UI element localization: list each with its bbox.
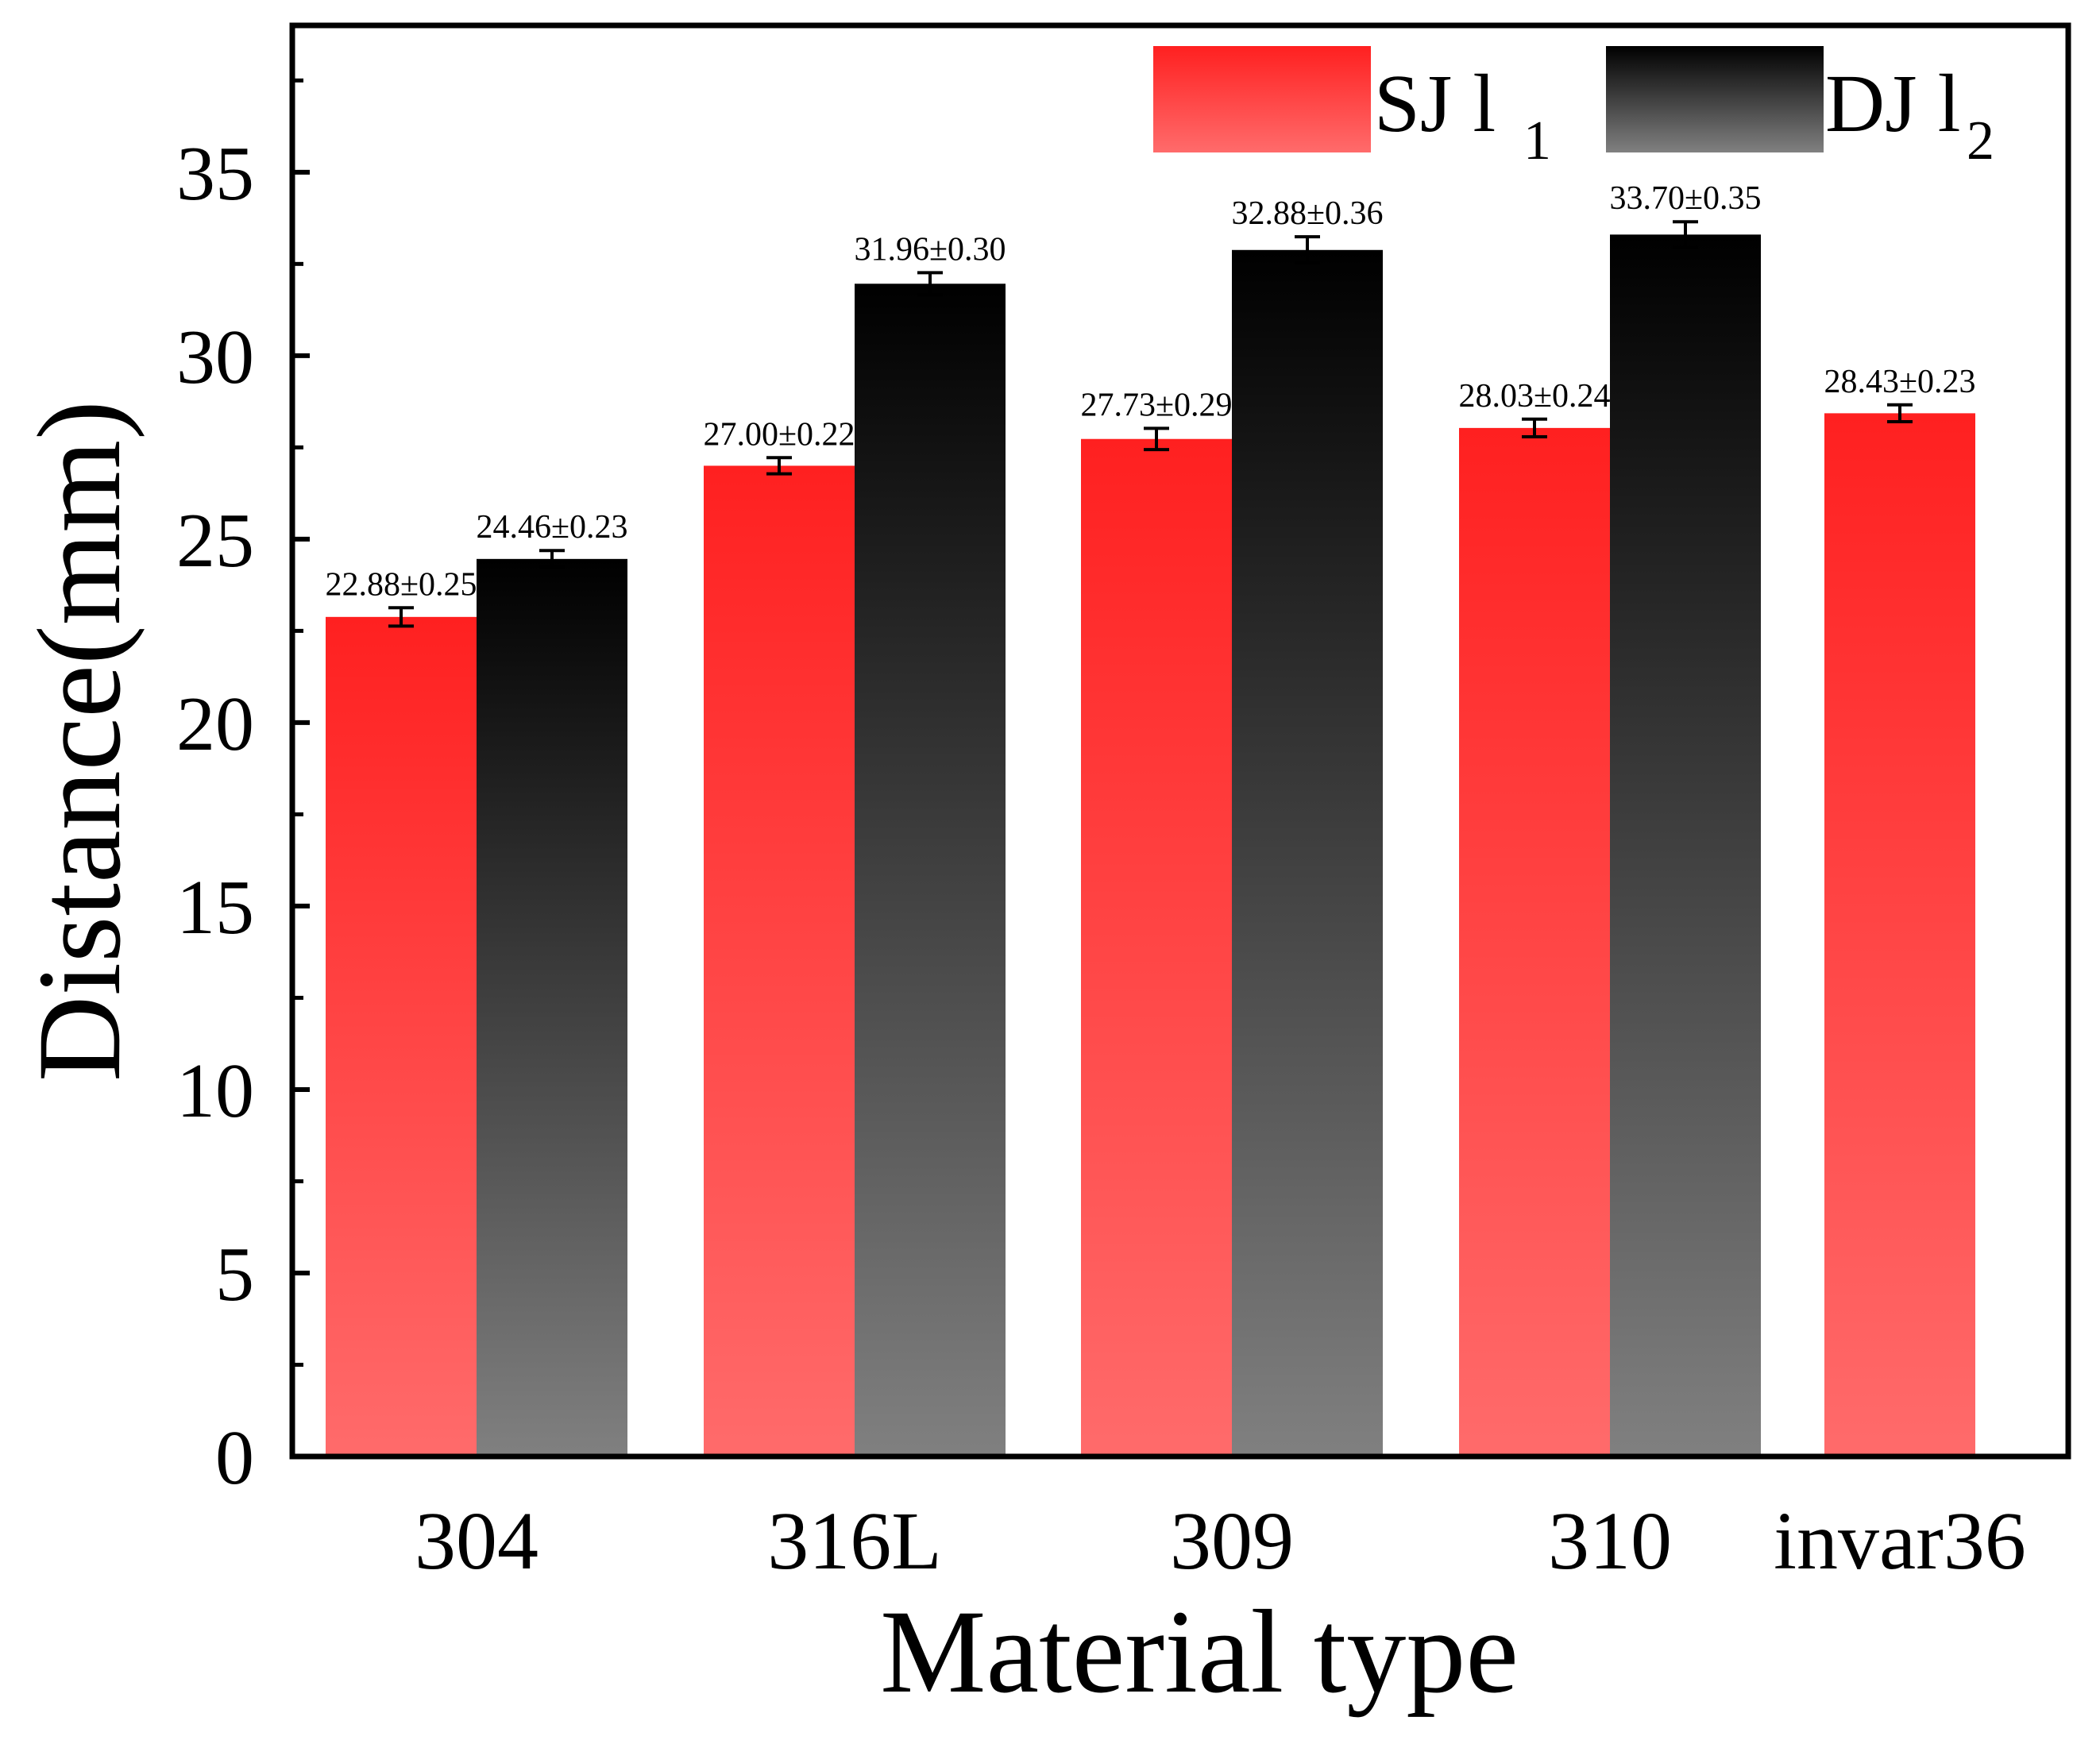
bar-dj-309 [1232,249,1383,1456]
y-tick-label: 25 [176,498,254,584]
x-tick-label: 316L [767,1495,942,1587]
data-label: 31.96±0.30 [854,231,1006,268]
y-axis-title: Distance(mm) [14,400,145,1082]
legend-swatch [1153,46,1371,152]
x-axis-title: Material type [880,1586,1519,1718]
legend-label-subscript: 2 [1967,110,1994,172]
bar-sj-310 [1459,427,1610,1456]
y-axis: 0 5 10 15 20 25 30 35 [176,78,310,1501]
plot-area-frame [289,22,2071,1460]
bar-dj-304 [477,558,627,1457]
data-label: 28.03±0.24 [1458,378,1610,415]
y-tick-label: 20 [176,681,254,767]
legend-swatch [1606,46,1824,152]
bar-dj-310 [1610,234,1761,1456]
x-tick-label: 310 [1548,1495,1672,1587]
data-label: 22.88±0.25 [325,566,477,603]
y-tick-label: 30 [176,314,254,400]
error-bars-layer [388,220,1913,628]
y-tick-label: 15 [176,865,254,951]
bar-dj-316L [855,284,1006,1457]
y-tick-label: 5 [215,1232,254,1318]
y-tick-label: 10 [176,1048,254,1134]
data-labels-layer: 22.88±0.25 24.46±0.23 27.00±0.22 31.96±0.30… [325,180,1975,603]
data-label: 27.73±0.29 [1080,387,1232,423]
legend-label: DJ l [1825,58,1960,149]
data-label: 28.43±0.23 [1824,364,1975,400]
data-label: 32.88±0.36 [1231,195,1383,232]
y-tick-label: 35 [176,131,254,217]
x-tick-label: 304 [415,1495,539,1587]
legend-label-subscript: 1 [1523,110,1551,172]
bars-layer [326,234,1975,1457]
data-label: 33.70±0.35 [1609,180,1761,217]
data-label: 24.46±0.23 [476,509,627,546]
bar-sj-309 [1081,438,1232,1456]
bar-sj-304 [326,616,477,1456]
bar-sj-invar36 [1824,413,1975,1456]
x-axis: 304 316L 309 310 invar36 [415,1495,2026,1587]
x-tick-label: 309 [1170,1495,1294,1587]
bar-sj-316L [704,465,855,1456]
legend-label: SJ l [1374,58,1496,149]
y-tick-label: 0 [215,1415,254,1501]
data-label: 27.00±0.22 [703,416,855,453]
x-tick-label: invar36 [1774,1495,2026,1587]
